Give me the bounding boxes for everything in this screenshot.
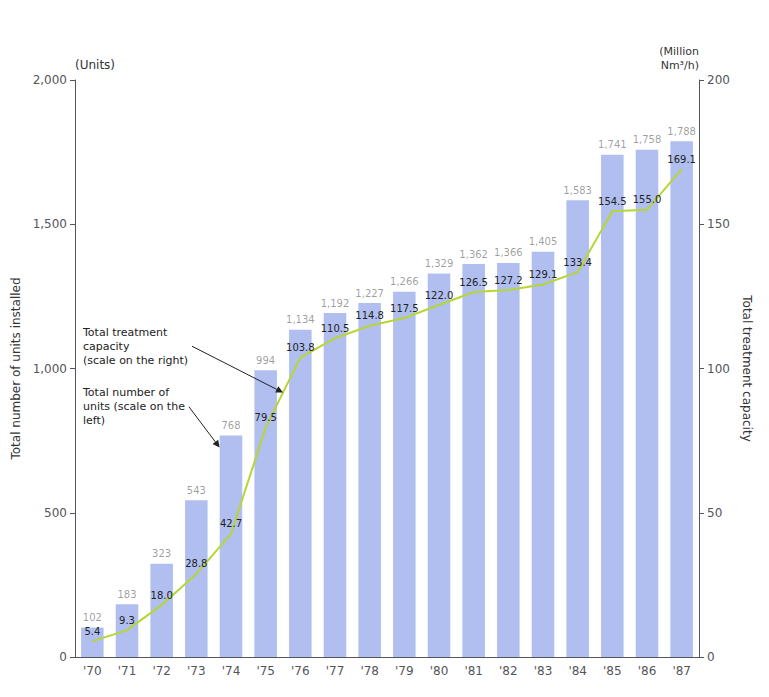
svg-text:129.1: 129.1 [529,269,558,280]
svg-text:110.5: 110.5 [321,323,350,334]
svg-text:1,000: 1,000 [33,362,67,376]
svg-text:126.5: 126.5 [459,277,488,288]
svg-text:'77: '77 [326,664,345,678]
svg-text:1,362: 1,362 [459,249,488,260]
svg-text:1,329: 1,329 [425,258,454,269]
svg-text:1,366: 1,366 [494,247,523,258]
svg-text:133.4: 133.4 [563,257,592,268]
svg-text:Total number of units installe: Total number of units installed [9,277,23,460]
svg-text:127.2: 127.2 [494,275,523,286]
svg-text:42.7: 42.7 [220,518,242,529]
svg-text:capacity: capacity [83,340,130,353]
svg-text:'84: '84 [568,664,587,678]
svg-text:'75: '75 [256,664,275,678]
svg-text:323: 323 [152,548,171,559]
svg-text:'74: '74 [222,664,241,678]
svg-text:155.0: 155.0 [633,194,662,205]
svg-text:1,192: 1,192 [321,298,350,309]
svg-text:1,758: 1,758 [633,134,662,145]
svg-text:(Million: (Million [659,45,699,58]
svg-text:'71: '71 [118,664,137,678]
svg-text:1,788: 1,788 [667,126,696,137]
svg-text:154.5: 154.5 [598,196,627,207]
svg-text:1,134: 1,134 [286,314,315,325]
svg-text:Nm³/h): Nm³/h) [661,59,699,72]
svg-text:2,000: 2,000 [33,73,67,87]
svg-text:'82: '82 [499,664,518,678]
svg-text:150: 150 [707,217,730,231]
svg-text:100: 100 [707,362,730,376]
svg-text:122.0: 122.0 [425,290,454,301]
svg-text:'73: '73 [187,664,206,678]
svg-text:500: 500 [44,506,67,520]
svg-text:1,405: 1,405 [529,236,558,247]
svg-text:28.8: 28.8 [185,558,207,569]
svg-text:5.4: 5.4 [84,626,100,637]
svg-text:Total treatment: Total treatment [82,326,168,339]
svg-text:'76: '76 [291,664,310,678]
svg-text:Total number of: Total number of [82,386,170,399]
svg-text:0: 0 [707,650,715,664]
svg-text:169.1: 169.1 [667,154,696,165]
svg-text:'83: '83 [534,664,553,678]
svg-text:117.5: 117.5 [390,303,419,314]
svg-text:'78: '78 [360,664,379,678]
svg-text:left): left) [83,414,105,427]
svg-text:114.8: 114.8 [355,310,384,321]
svg-text:(Units): (Units) [75,58,115,72]
svg-text:200: 200 [707,73,730,87]
svg-text:50: 50 [707,506,722,520]
svg-text:'79: '79 [395,664,414,678]
svg-text:'80: '80 [430,664,449,678]
svg-text:1,227: 1,227 [355,288,384,299]
svg-text:18.0: 18.0 [151,590,173,601]
svg-text:1,741: 1,741 [598,139,627,150]
svg-text:9.3: 9.3 [119,615,135,626]
svg-text:'72: '72 [152,664,171,678]
svg-text:768: 768 [221,420,240,431]
svg-text:units (scale on the: units (scale on the [83,400,185,413]
svg-text:Total treatment capacity: Total treatment capacity [740,294,754,442]
svg-text:(scale on the right): (scale on the right) [83,354,188,367]
svg-text:'86: '86 [638,664,657,678]
svg-text:'70: '70 [83,664,102,678]
svg-text:1,500: 1,500 [33,217,67,231]
svg-text:0: 0 [59,650,67,664]
svg-text:103.8: 103.8 [286,342,315,353]
svg-text:183: 183 [117,589,136,600]
svg-text:'81: '81 [464,664,483,678]
svg-text:543: 543 [187,485,206,496]
svg-text:102: 102 [83,612,102,623]
svg-text:79.5: 79.5 [255,412,277,423]
svg-text:994: 994 [256,355,275,366]
svg-text:1,583: 1,583 [563,185,592,196]
svg-text:'85: '85 [603,664,622,678]
svg-text:'87: '87 [672,664,691,678]
svg-text:1,266: 1,266 [390,276,419,287]
